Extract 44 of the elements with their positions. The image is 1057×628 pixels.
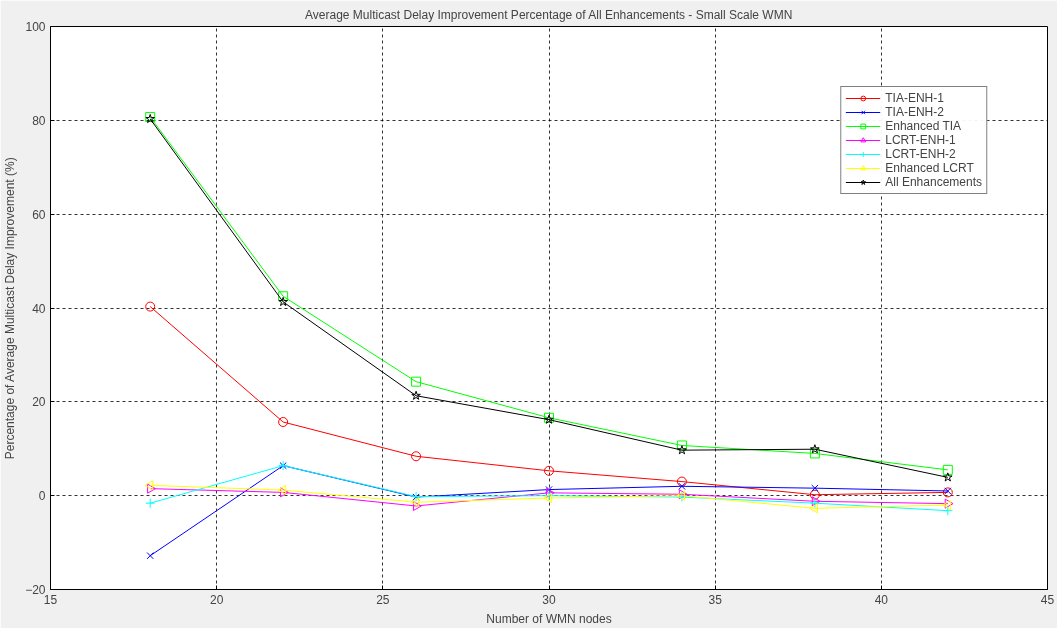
chart-title: Average Multicast Delay Improvement Percentage of All Enhancements - Small Scale WMN [305, 7, 793, 22]
y-tick-label: 20 [32, 395, 46, 410]
point [676, 440, 687, 451]
point [411, 451, 422, 462]
y-tick-label: 80 [32, 113, 46, 128]
point [811, 484, 819, 492]
point [278, 291, 289, 302]
x-tick-label: 45 [1040, 592, 1055, 607]
y-tick-label: 40 [32, 301, 46, 316]
point [145, 498, 156, 509]
point [411, 376, 422, 387]
legend-label: TIA-ENH-2 [885, 105, 944, 119]
point [810, 444, 820, 454]
point [411, 390, 421, 400]
y-axis-title: Percentage of Average Multicast Delay Improvement (%) [3, 157, 18, 460]
legend-label: LCRT-ENH-1 [885, 133, 956, 147]
point [809, 448, 820, 459]
legend-label: LCRT-ENH-2 [885, 147, 956, 161]
point [677, 445, 687, 455]
legend-label: All Enhancements [885, 175, 982, 189]
x-tick-label: 40 [874, 592, 889, 607]
point [809, 489, 820, 500]
legend-label: Enhanced TIA [885, 119, 962, 133]
point [942, 464, 953, 475]
point [278, 417, 289, 427]
x-tick-label: 25 [376, 592, 390, 607]
point [278, 296, 288, 307]
x-tick-label: 35 [708, 592, 723, 607]
legend-label: Enhanced LCRT [885, 161, 974, 175]
point [809, 503, 818, 514]
x-tick-label: 20 [209, 592, 224, 607]
y-tick-label: 100 [25, 20, 46, 34]
x-tick-label: 30 [542, 592, 556, 607]
point [676, 476, 687, 487]
point [146, 552, 154, 560]
point [145, 301, 156, 312]
x-axis-title: Number of WMN nodes [486, 611, 612, 626]
y-tick-label: −20 [25, 583, 46, 597]
y-tick-label: 60 [32, 207, 46, 222]
point [544, 465, 554, 476]
point [678, 482, 686, 490]
y-tick-label: 0 [38, 489, 46, 504]
legend-label: TIA-ENH-1 [885, 91, 944, 105]
point [943, 472, 953, 482]
